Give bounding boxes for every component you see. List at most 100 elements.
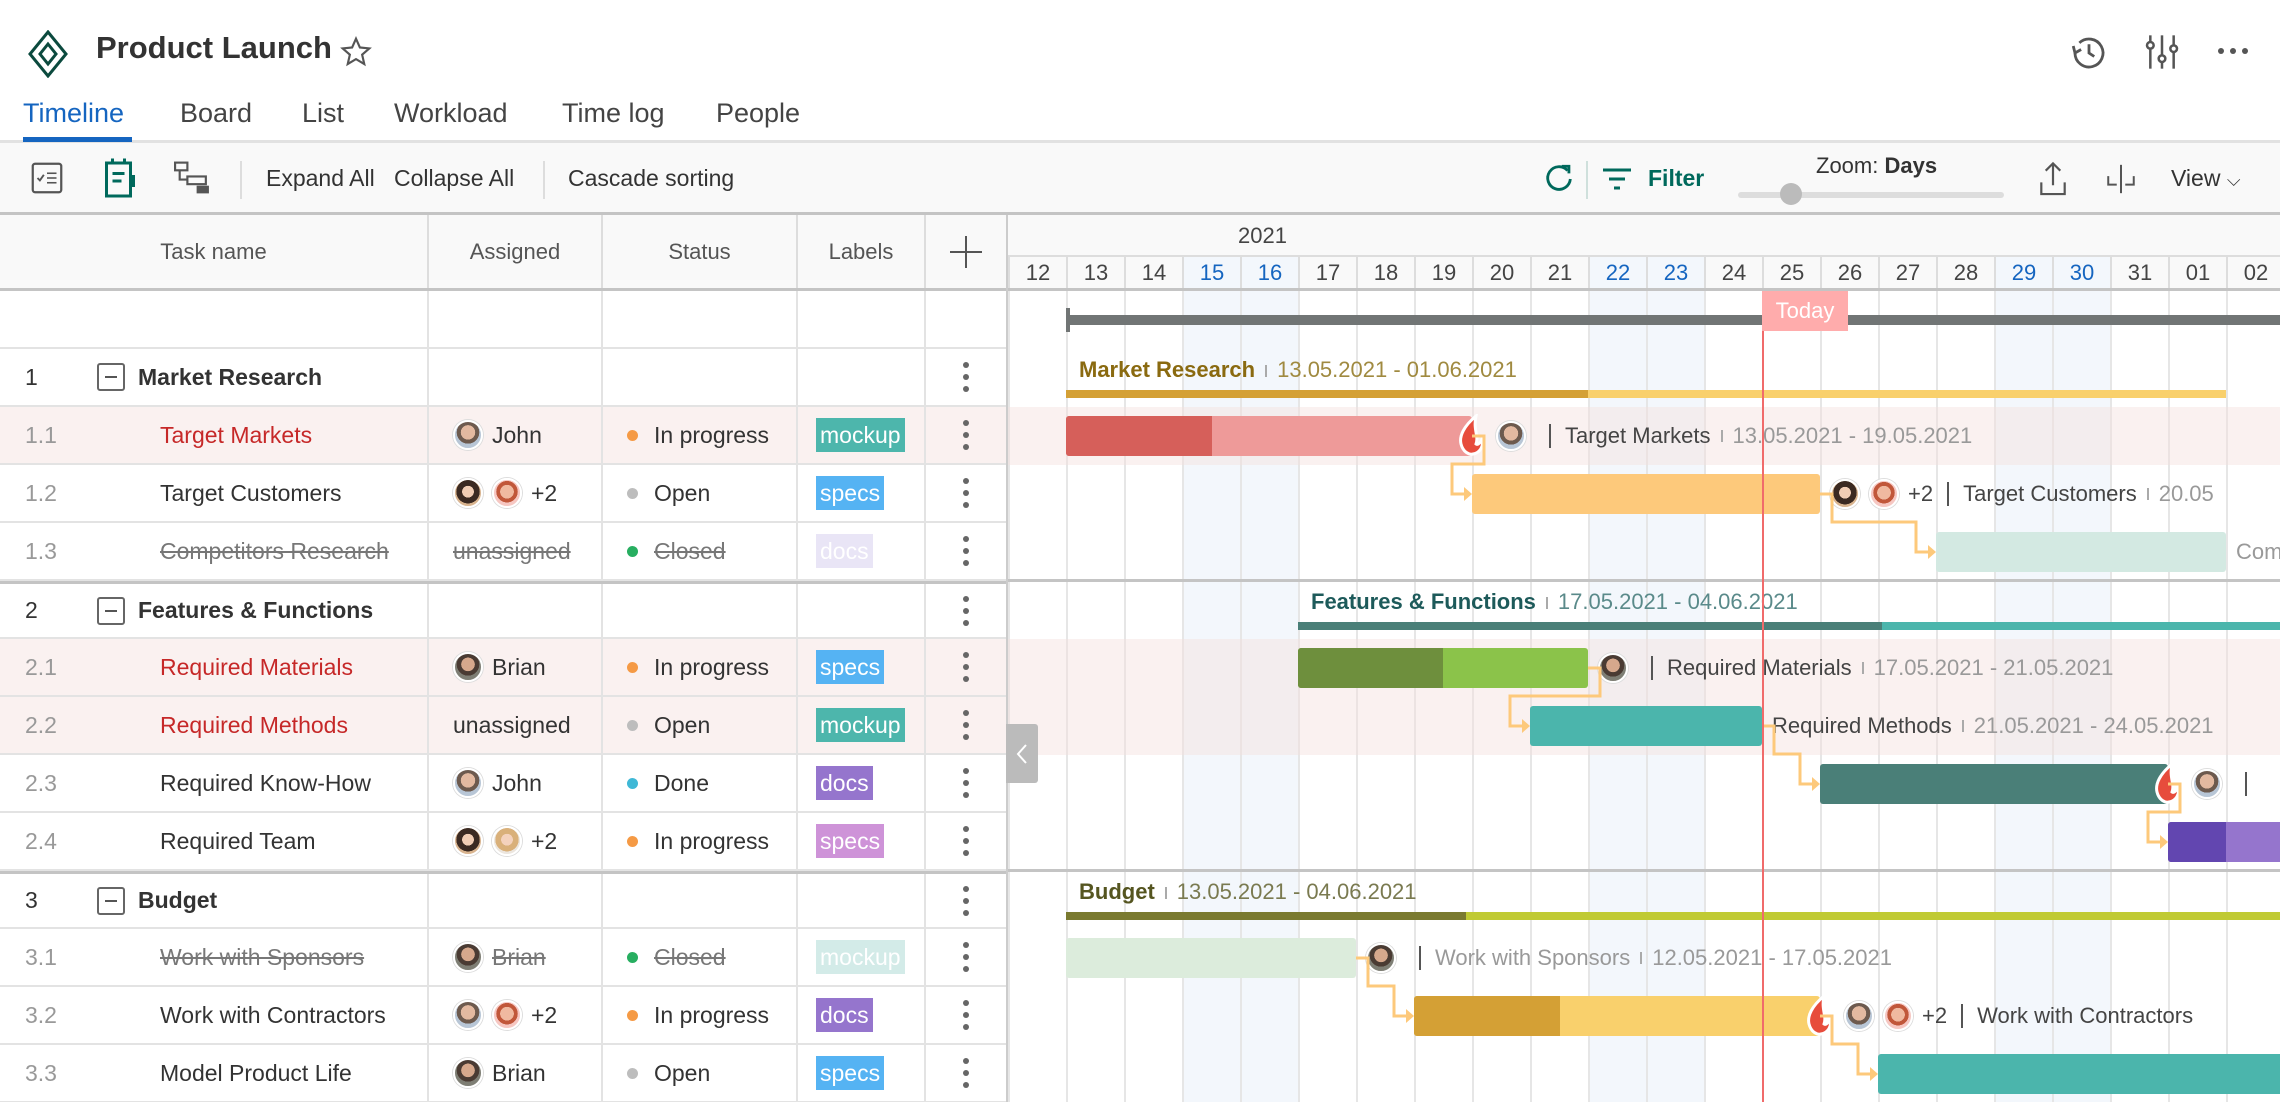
column-header-labels[interactable]: Labels [798, 215, 926, 288]
task-bar[interactable] [1298, 648, 1588, 688]
column-header-task-name[interactable]: Task name [0, 215, 429, 288]
status-text[interactable]: Open [654, 711, 711, 738]
column-header-status[interactable]: Status [603, 215, 798, 288]
refresh-icon[interactable] [1542, 161, 1576, 197]
task-bar[interactable] [2168, 822, 2280, 862]
task-bar-name: Work with Contractors [1977, 1003, 2194, 1028]
group-name[interactable]: Market Research [138, 363, 323, 390]
collapse-group-icon[interactable] [97, 596, 125, 625]
expand-all-button[interactable]: Expand All [266, 165, 375, 191]
more-vertical-icon[interactable] [963, 478, 969, 508]
tab-time-log[interactable]: Time log [562, 98, 665, 128]
label-chip[interactable]: docs [816, 766, 873, 800]
more-vertical-icon[interactable] [963, 1058, 969, 1088]
more-vertical-icon[interactable] [963, 768, 969, 798]
more-vertical-icon[interactable] [963, 362, 969, 392]
more-vertical-icon[interactable] [963, 710, 969, 740]
tab-workload[interactable]: Workload [394, 98, 508, 128]
task-name[interactable]: Model Product Life [160, 1059, 352, 1086]
fit-to-screen-icon[interactable] [2104, 161, 2138, 197]
tab-board[interactable]: Board [180, 98, 253, 128]
task-bar[interactable] [1414, 996, 1820, 1036]
label-chip[interactable]: docs [816, 998, 873, 1032]
export-icon[interactable] [2038, 159, 2068, 197]
task-bar-dates: 13.05.2021 - 19.05.2021 [1732, 423, 1973, 448]
column-header-assigned[interactable]: Assigned [429, 215, 603, 288]
status-text[interactable]: Closed [654, 943, 726, 970]
status-text[interactable]: Closed [654, 537, 726, 564]
collapse-group-icon[interactable] [97, 886, 125, 915]
day-header: 01 [2168, 255, 2226, 288]
add-column-button[interactable] [926, 215, 1006, 288]
status-dot [627, 429, 638, 441]
task-name[interactable]: Target Customers [160, 479, 342, 506]
more-vertical-icon[interactable] [963, 595, 969, 626]
collapse-grid-handle[interactable] [1006, 724, 1038, 783]
tab-timeline[interactable]: Timeline [23, 98, 125, 128]
more-icon[interactable] [2215, 44, 2251, 58]
more-vertical-icon[interactable] [963, 652, 969, 682]
avatar [453, 768, 483, 798]
more-vertical-icon[interactable] [963, 885, 969, 916]
tab-list[interactable]: List [302, 98, 345, 128]
label-chip[interactable]: mockup [816, 418, 905, 452]
task-name[interactable]: Work with Contractors [160, 1001, 386, 1028]
day-column [1994, 291, 2052, 1102]
label-chip[interactable]: specs [816, 476, 885, 510]
more-vertical-icon[interactable] [963, 536, 969, 566]
task-bar[interactable] [1472, 474, 1820, 514]
fire-icon [2155, 762, 2180, 804]
group-name[interactable]: Budget [138, 887, 218, 913]
history-icon[interactable] [2068, 32, 2110, 74]
task-name[interactable]: Required Team [160, 827, 316, 854]
more-vertical-icon[interactable] [963, 826, 969, 856]
sliders-icon[interactable] [2142, 32, 2182, 72]
task-name[interactable]: Work with Sponsors [160, 943, 365, 970]
task-bar[interactable] [1066, 416, 1472, 456]
star-icon[interactable] [340, 36, 372, 68]
filter-button[interactable]: Filter [1648, 165, 1705, 191]
collapse-group-icon[interactable] [97, 363, 125, 391]
tab-people[interactable]: People [716, 98, 801, 128]
more-vertical-icon[interactable] [963, 942, 969, 972]
calendar-list-icon[interactable] [102, 157, 138, 199]
task-name[interactable]: Required Methods [160, 711, 348, 738]
task-bar[interactable] [1530, 706, 1762, 746]
task-bar[interactable] [1936, 532, 2226, 572]
more-vertical-icon[interactable] [963, 420, 969, 450]
label-chip[interactable]: specs [816, 650, 885, 684]
task-name[interactable]: Required Materials [160, 653, 354, 680]
hierarchy-icon[interactable] [172, 159, 212, 197]
more-vertical-icon[interactable] [963, 1000, 969, 1030]
task-name[interactable]: Required Know-How [160, 769, 371, 796]
label-chip[interactable]: docs [816, 534, 873, 568]
zoom-slider-handle[interactable] [1780, 183, 1803, 205]
zoom-slider[interactable] [1738, 192, 2004, 198]
gantt-chart: 2021 12 13 14 15 16 17 18 19 20 21 22 23 24 25 26 27 28 2… [1006, 215, 2280, 1102]
status-text[interactable]: In progress [654, 1001, 770, 1028]
task-name[interactable]: Competitors Research [160, 537, 389, 564]
label-chip[interactable]: specs [816, 824, 885, 858]
task-bar[interactable] [1066, 938, 1356, 978]
group-name[interactable]: Features & Functions [138, 597, 374, 623]
task-list-icon[interactable] [28, 159, 66, 197]
task-name[interactable]: Target Markets [160, 421, 313, 448]
summary-label: Budget 13.05.2021 - 04.06.2021 [1079, 879, 1417, 905]
collapse-all-button[interactable]: Collapse All [394, 165, 515, 191]
label-chip[interactable]: mockup [816, 940, 905, 974]
label-chip[interactable]: specs [816, 1056, 885, 1090]
cascade-sorting-button[interactable]: Cascade sorting [568, 165, 735, 191]
status-text[interactable]: Done [654, 769, 709, 796]
day-header: 16 [1240, 255, 1298, 288]
status-text[interactable]: In progress [654, 827, 770, 854]
filter-icon[interactable] [1602, 167, 1632, 193]
status-text[interactable]: Open [654, 479, 711, 506]
status-text[interactable]: Open [654, 1059, 711, 1086]
separator [1549, 424, 1551, 448]
view-dropdown[interactable]: View ⌵ [2171, 165, 2240, 192]
label-chip[interactable]: mockup [816, 708, 905, 742]
status-text[interactable]: In progress [654, 653, 770, 680]
task-bar[interactable] [1878, 1054, 2280, 1094]
status-text[interactable]: In progress [654, 421, 770, 448]
task-bar[interactable] [1820, 764, 2168, 804]
